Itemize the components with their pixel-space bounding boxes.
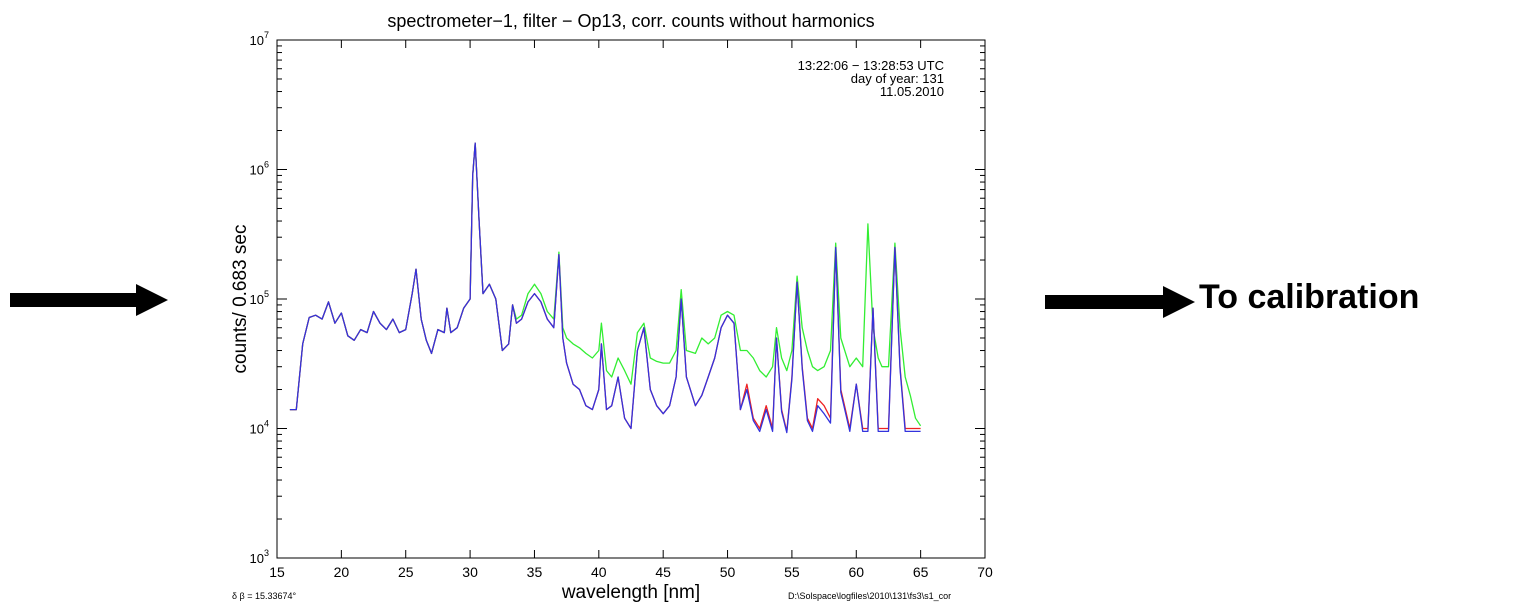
y-tick-label: 107 xyxy=(250,30,269,48)
left-arrow-icon xyxy=(10,284,168,316)
series-line-blue xyxy=(289,142,921,434)
time-annotation: 13:22:06 − 13:28:53 UTC day of year: 131… xyxy=(798,58,944,99)
chart-title: spectrometer−1, filter − Op13, corr. cou… xyxy=(387,11,874,31)
x-tick-labels: 15 20 25 30 35 40 45 50 55 60 65 70 xyxy=(269,564,993,580)
x-tick-label: 65 xyxy=(913,564,929,580)
annotation-line-3: 11.05.2010 xyxy=(880,84,944,99)
right-arrow-icon xyxy=(1045,286,1195,318)
y-tick-label: 104 xyxy=(250,419,269,437)
x-tick-label: 50 xyxy=(720,564,736,580)
x-axis-label: wavelength [nm] xyxy=(561,582,700,603)
x-tick-label: 60 xyxy=(848,564,864,580)
plot-frame xyxy=(276,39,986,559)
y-tick-label: 105 xyxy=(250,289,269,307)
series-lines xyxy=(289,142,922,434)
x-tick-label: 30 xyxy=(462,564,478,580)
x-tick-label: 25 xyxy=(398,564,414,580)
beta-footnote: δ β = 15.33674° xyxy=(232,591,296,601)
x-tick-label: 35 xyxy=(527,564,543,580)
annotation-line-1: 13:22:06 − 13:28:53 UTC xyxy=(798,58,944,73)
y-tick-label: 103 xyxy=(250,548,269,566)
x-tick-label: 45 xyxy=(655,564,671,580)
file-path-footnote: D:\Solspace\logfiles\2010\131\fs3\s1_cor xyxy=(788,591,951,601)
spectrum-chart: spectrometer−1, filter − Op13, corr. cou… xyxy=(230,11,993,603)
y-tick-labels: 103 104 105 106 107 xyxy=(250,30,269,566)
axis-ticks xyxy=(276,39,986,559)
calibration-label: To calibration xyxy=(1199,278,1420,316)
x-tick-label: 70 xyxy=(977,564,993,580)
y-tick-label: 106 xyxy=(250,160,269,178)
x-tick-label: 15 xyxy=(269,564,285,580)
x-tick-label: 20 xyxy=(334,564,350,580)
annotation-line-2: day of year: 131 xyxy=(851,71,944,86)
x-tick-label: 55 xyxy=(784,564,800,580)
x-tick-label: 40 xyxy=(591,564,607,580)
series-line-green xyxy=(289,142,922,427)
y-axis-label: counts/ 0.683 sec xyxy=(230,225,251,374)
